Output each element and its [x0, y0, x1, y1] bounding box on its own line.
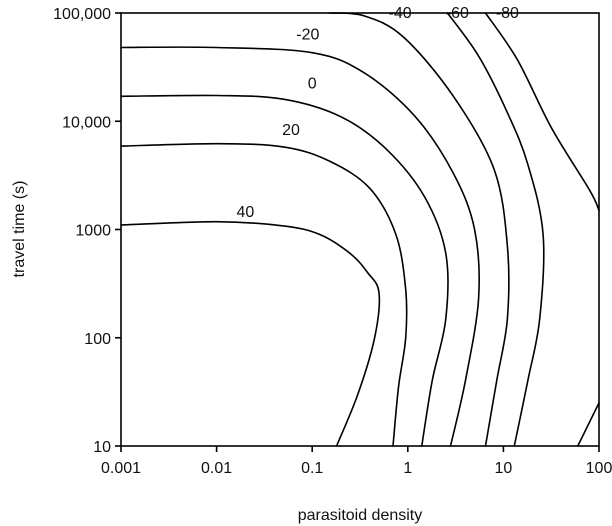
- x-tick-label: 1: [403, 460, 412, 477]
- contour-label-40: 40: [237, 204, 255, 221]
- x-tick-label: 0.01: [201, 460, 232, 477]
- contour-line-minus40: [328, 12, 510, 447]
- y-axis-ticks: 10 100 1000 10,000 100,000: [53, 6, 121, 456]
- contour-lines: [120, 12, 600, 447]
- x-tick-label: 100: [586, 460, 612, 477]
- contour-label-0: 0: [308, 76, 317, 93]
- y-tick-label: 100,000: [53, 6, 111, 23]
- x-axis-title: parasitoid density: [298, 507, 423, 524]
- contour-line-unlabeled-7: [577, 402, 600, 447]
- contour-line-20: [120, 142, 408, 447]
- y-axis-title: travel time (s): [11, 181, 28, 278]
- y-tick-label: 10: [93, 439, 111, 456]
- contour-label-20: 20: [282, 122, 300, 139]
- x-tick-label: 0.1: [301, 460, 323, 477]
- contour-line-40: [120, 220, 381, 447]
- contour-line-minus20: [120, 46, 480, 447]
- y-tick-label: 10,000: [62, 114, 111, 131]
- contour-label-minus20: -20: [296, 26, 319, 43]
- x-tick-label: 10: [495, 460, 513, 477]
- y-tick-label: 100: [84, 331, 111, 348]
- y-tick-label: 1000: [75, 223, 111, 240]
- contour-line-minus60: [446, 12, 545, 447]
- contour-line-0: [120, 94, 449, 447]
- contour-line-minus80: [484, 12, 600, 212]
- x-axis-ticks: 0.001 0.01 0.1 1 10 100: [101, 446, 612, 477]
- x-tick-label: 0.001: [101, 460, 141, 477]
